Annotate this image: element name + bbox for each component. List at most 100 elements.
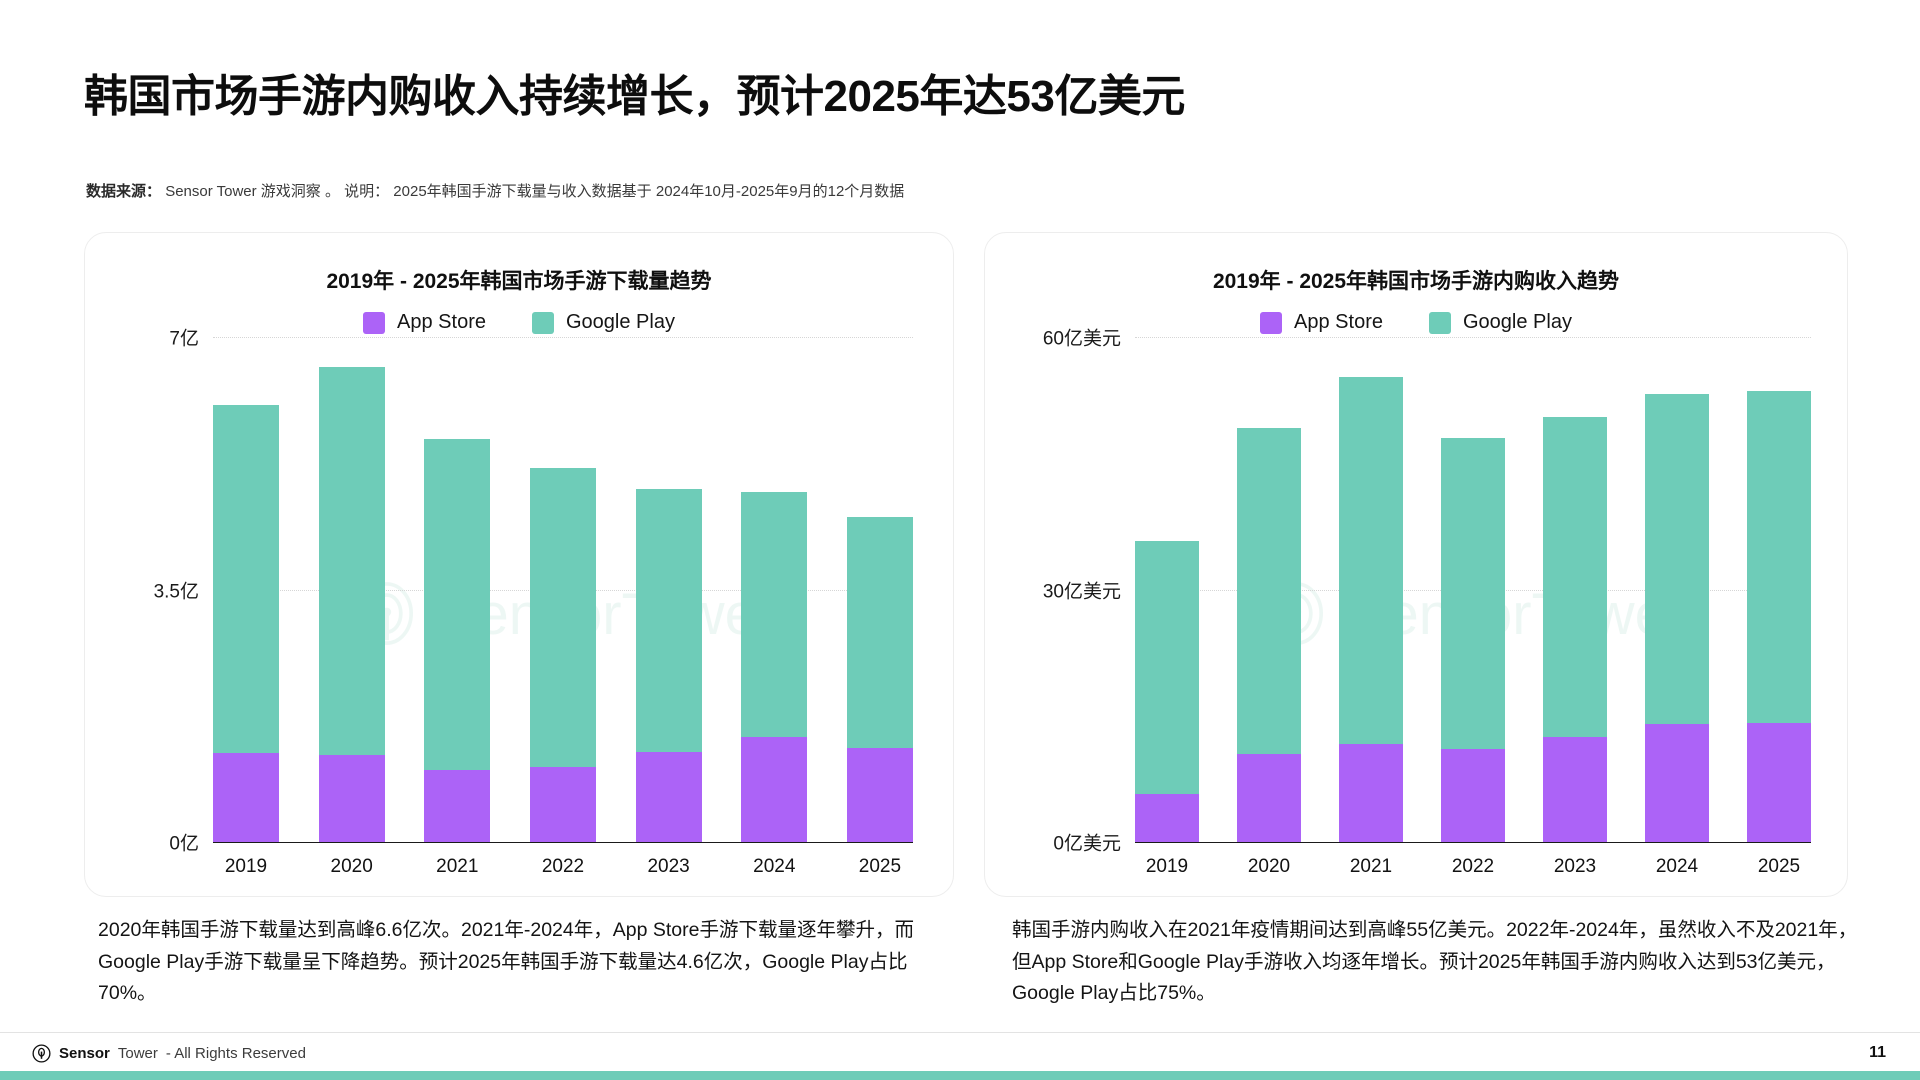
bar-stack-2022[interactable] <box>1441 337 1505 842</box>
bar-stack-2020[interactable] <box>1237 337 1301 842</box>
bar-segment-app-store[interactable] <box>529 766 596 842</box>
bar-segment-google-play[interactable] <box>213 404 279 754</box>
source-note: 说明： 2025年韩国手游下载量与收入数据基于 2024年10月-2025年9月… <box>344 183 905 200</box>
legend-label-app-store: App Store <box>1294 311 1383 333</box>
y-axis-tick-label: 3.5亿 <box>153 581 199 602</box>
page-title: 韩国市场手游内购收入持续增长，预计2025年达53亿美元 <box>84 72 1185 121</box>
downloads-legend: App Store Google Play <box>85 311 953 334</box>
bar-segment-google-play[interactable] <box>1441 438 1505 749</box>
bar-stack-2023[interactable] <box>1543 337 1607 842</box>
bar-stack-2019[interactable] <box>1135 337 1199 842</box>
sensor-tower-logo-icon <box>32 1044 51 1063</box>
bar-segment-google-play[interactable] <box>1747 390 1811 724</box>
x-axis-tick-label: 2021 <box>1349 856 1393 877</box>
page-number: 11 <box>1869 1044 1886 1061</box>
legend-item-google-play[interactable]: Google Play <box>1428 311 1572 334</box>
y-axis-tick-label: 0亿 <box>169 833 199 855</box>
bar-segment-google-play[interactable] <box>318 367 385 756</box>
downloads-chart-title: 2019年 - 2025年韩国市场手游下载量趋势 <box>326 270 712 293</box>
x-axis-tick-label: 2025 <box>858 856 902 877</box>
bar-segment-app-store[interactable] <box>635 751 702 842</box>
bar-stack-2025[interactable] <box>846 337 913 842</box>
x-axis-labels: 2019 2020 2021 2022 2023 2024 2025 <box>213 842 913 878</box>
source-name: Sensor Tower 游戏洞察 。 <box>165 183 340 200</box>
footer-brand-bold: Sensor <box>59 1045 110 1062</box>
bar-stack-2024[interactable] <box>741 337 808 842</box>
bar-stack-2025[interactable] <box>1747 337 1811 842</box>
revenue-chart-title: 2019年 - 2025年韩国市场手游内购收入趋势 <box>1212 270 1620 293</box>
bar-segment-app-store[interactable] <box>741 736 808 842</box>
y-axis-tick-label: 60亿美元 <box>1042 328 1121 350</box>
x-axis-tick-label: 2024 <box>1655 856 1699 877</box>
bar-segment-google-play[interactable] <box>1339 377 1403 745</box>
y-axis-tick-label: 7亿 <box>169 328 199 350</box>
footer-divider <box>0 1032 1920 1033</box>
gridline <box>213 337 913 338</box>
bar-segment-app-store[interactable] <box>424 769 491 842</box>
source-line: 数据来源： Sensor Tower 游戏洞察 。 说明： 2025年韩国手游下… <box>86 180 904 201</box>
bar-stack-2020[interactable] <box>318 337 385 842</box>
downloads-caption: 2020年韩国手游下载量达到高峰6.6亿次。2021年-2024年，App St… <box>98 919 914 1005</box>
bar-stack-2022[interactable] <box>529 337 596 842</box>
bar-segment-google-play[interactable] <box>1645 394 1709 725</box>
bar-segment-app-store[interactable] <box>318 755 385 842</box>
x-axis-labels: 2019 2020 2021 2022 2023 2024 2025 <box>1135 842 1811 878</box>
bar-segment-app-store[interactable] <box>846 747 913 842</box>
bar-segment-google-play[interactable] <box>424 439 491 770</box>
bar-stack-2024[interactable] <box>1645 337 1709 842</box>
legend-label-google-play: Google Play <box>1462 311 1572 333</box>
bar-stack-2021[interactable] <box>1339 337 1403 842</box>
x-axis-tick-label: 2021 <box>436 856 479 877</box>
x-axis-tick-label: 2019 <box>224 856 268 877</box>
revenue-caption: 韩国手游内购收入在2021年疫情期间达到高峰55亿美元。2022年-2024年，… <box>1012 919 1858 1005</box>
x-axis-tick-label: 2025 <box>1757 856 1801 877</box>
downloads-plot-area: SensorTower 0亿 3.5亿 7亿 2019 2020 2021 2022 2023… <box>154 329 913 877</box>
bar-group <box>1135 337 1811 842</box>
x-axis-tick-label: 2019 <box>1145 856 1189 877</box>
x-axis-tick-label: 2023 <box>647 856 690 877</box>
bar-group <box>213 337 913 842</box>
app-store-swatch-icon <box>363 311 386 334</box>
bar-segment-google-play[interactable] <box>1135 540 1199 795</box>
bar-segment-google-play[interactable] <box>741 492 808 737</box>
bar-segment-google-play[interactable] <box>635 489 702 752</box>
bar-segment-app-store[interactable] <box>1747 723 1811 842</box>
google-play-swatch-icon <box>531 311 554 334</box>
bar-stack-2023[interactable] <box>635 337 702 842</box>
google-play-swatch-icon <box>1428 311 1451 334</box>
bar-segment-app-store[interactable] <box>1339 744 1403 842</box>
x-axis-tick-label: 2023 <box>1553 856 1597 877</box>
bar-stack-2019[interactable] <box>213 337 279 842</box>
bar-segment-app-store[interactable] <box>1645 724 1709 842</box>
bar-segment-google-play[interactable] <box>1543 416 1607 737</box>
x-axis-line <box>1135 842 1811 843</box>
bar-segment-app-store[interactable] <box>213 753 279 842</box>
source-prefix: 数据来源： <box>86 183 162 200</box>
y-axis-tick-label: 0亿美元 <box>1053 833 1121 855</box>
bar-segment-google-play[interactable] <box>1237 427 1301 754</box>
x-axis-tick-label: 2020 <box>1247 856 1291 877</box>
footer-brand-light: Tower <box>117 1045 158 1062</box>
footer-rights: - All Rights Reserved <box>165 1045 306 1062</box>
legend-item-google-play[interactable]: Google Play <box>531 311 675 334</box>
legend-item-app-store[interactable]: App Store <box>1260 311 1383 334</box>
bar-segment-app-store[interactable] <box>1237 753 1301 842</box>
revenue-chart-card: 2019年 - 2025年韩国市场手游内购收入趋势 App Store Goog… <box>984 232 1848 897</box>
legend-label-google-play: Google Play <box>565 311 675 333</box>
bar-segment-google-play[interactable] <box>846 516 913 748</box>
downloads-chart-card: 2019年 - 2025年韩国市场手游下载量趋势 App Store Googl… <box>84 232 954 897</box>
revenue-plot-area: SensorTower 0亿美元 30亿美元 60亿美元 2019 2020 2021 20… <box>1043 329 1811 877</box>
bar-stack-2021[interactable] <box>424 337 491 842</box>
bar-segment-google-play[interactable] <box>529 467 596 767</box>
revenue-legend: App Store Google Play <box>985 311 1847 334</box>
x-axis-line <box>213 842 913 843</box>
bar-segment-app-store[interactable] <box>1135 794 1199 842</box>
bar-segment-app-store[interactable] <box>1441 748 1505 842</box>
x-axis-tick-label: 2022 <box>1451 856 1495 877</box>
footer-brand: Sensor Tower - All Rights Reserved <box>32 1044 306 1063</box>
y-axis-tick-label: 30亿美元 <box>1042 581 1121 602</box>
gridline <box>1135 337 1811 338</box>
legend-item-app-store[interactable]: App Store <box>363 311 486 334</box>
bar-segment-app-store[interactable] <box>1543 736 1607 842</box>
